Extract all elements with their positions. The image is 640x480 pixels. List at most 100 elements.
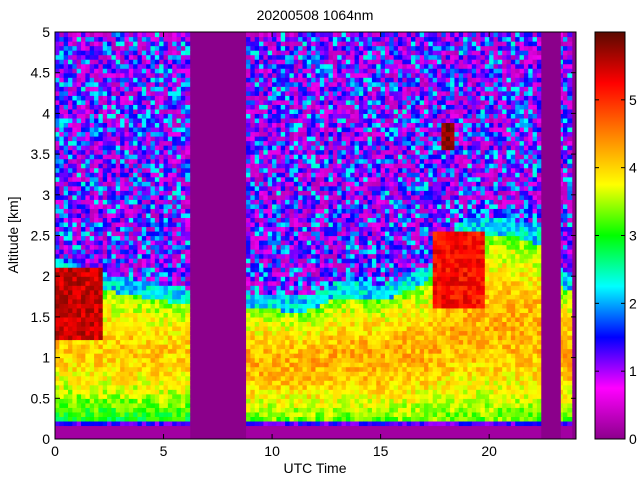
- heatmap-cell: [120, 203, 126, 209]
- heatmap-cell: [280, 298, 286, 304]
- heatmap-cell: [180, 154, 186, 160]
- heatmap-cell: [68, 294, 73, 300]
- heatmap-cell: [146, 181, 152, 187]
- heatmap-cell: [133, 104, 139, 110]
- heatmap-cell: [68, 258, 73, 264]
- heatmap-cell: [55, 434, 60, 439]
- heatmap-cell: [176, 258, 182, 264]
- heatmap-cell: [159, 117, 165, 124]
- heatmap-cell: [102, 154, 108, 160]
- heatmap-cell: [315, 289, 321, 295]
- heatmap-cell: [154, 307, 160, 313]
- heatmap-cell: [94, 271, 100, 277]
- heatmap-cell: [85, 158, 91, 164]
- heatmap-cell: [128, 190, 134, 196]
- heatmap-cell: [172, 339, 178, 345]
- heatmap-cell: [163, 353, 169, 359]
- heatmap-cell: [263, 425, 269, 431]
- heatmap-cell: [259, 393, 264, 399]
- heatmap-cell: [259, 411, 264, 417]
- heatmap-cell: [59, 402, 65, 408]
- heatmap-cell: [332, 321, 338, 327]
- heatmap-cell: [267, 90, 273, 96]
- heatmap-cell: [289, 357, 295, 363]
- heatmap-cell: [293, 145, 299, 151]
- heatmap-cell: [154, 271, 160, 277]
- heatmap-cell: [111, 312, 117, 318]
- heatmap-cell: [246, 325, 251, 332]
- heatmap-cell: [250, 434, 256, 439]
- heatmap-cell: [289, 344, 295, 350]
- heatmap-cell: [154, 389, 160, 395]
- heatmap-cell: [146, 375, 152, 381]
- heatmap-cell: [150, 149, 156, 155]
- heatmap-cell: [98, 36, 104, 42]
- heatmap-cell: [137, 54, 143, 60]
- heatmap-cell: [89, 113, 95, 119]
- heatmap-cell: [63, 86, 69, 92]
- heatmap-cell: [272, 113, 278, 119]
- heatmap-cell: [315, 362, 321, 368]
- heatmap-cell: [133, 45, 139, 51]
- heatmap-cell: [89, 158, 95, 164]
- heatmap-cell: [141, 45, 147, 51]
- heatmap-cell: [250, 407, 256, 413]
- heatmap-cell: [141, 149, 147, 155]
- heatmap-cell: [163, 203, 169, 209]
- heatmap-cell: [128, 172, 134, 178]
- heatmap-cell: [337, 240, 343, 246]
- heatmap-cell: [141, 117, 147, 124]
- heatmap-cell: [311, 389, 317, 395]
- heatmap-cell: [298, 90, 304, 96]
- heatmap-cell: [272, 289, 278, 295]
- heatmap-cell: [63, 36, 69, 42]
- heatmap-cell: [185, 212, 191, 219]
- heatmap-cell: [141, 307, 147, 313]
- heatmap-cell: [98, 375, 104, 381]
- heatmap-cell: [137, 131, 143, 137]
- heatmap-cell: [180, 348, 186, 354]
- heatmap-cell: [259, 276, 264, 282]
- heatmap-cell: [68, 407, 73, 413]
- heatmap-cell: [250, 271, 256, 277]
- heatmap-cell: [107, 181, 113, 187]
- heatmap-cell: [81, 199, 86, 205]
- heatmap-cell: [98, 208, 104, 214]
- heatmap-cell: [98, 163, 104, 169]
- heatmap-cell: [163, 176, 169, 182]
- heatmap-cell: [341, 398, 347, 404]
- heatmap-cell: [141, 294, 147, 300]
- heatmap-cell: [276, 339, 282, 345]
- heatmap-cell: [180, 181, 186, 187]
- heatmap-cell: [111, 420, 117, 427]
- heatmap-cell: [146, 249, 152, 255]
- heatmap-cell: [146, 190, 152, 196]
- heatmap-cell: [98, 312, 104, 318]
- heatmap-cell: [68, 63, 73, 69]
- heatmap-cell: [306, 41, 312, 47]
- heatmap-cell: [180, 429, 186, 436]
- heatmap-cell: [115, 226, 121, 232]
- heatmap-cell: [89, 90, 95, 96]
- heatmap-cell: [345, 117, 351, 124]
- heatmap-cell: [341, 416, 347, 422]
- heatmap-cell: [94, 167, 100, 173]
- heatmap-cell: [328, 63, 334, 69]
- heatmap-cell: [176, 262, 182, 268]
- heatmap-cell: [63, 54, 69, 60]
- heatmap-cell: [55, 411, 60, 417]
- heatmap-cell: [115, 357, 121, 363]
- heatmap-cell: [55, 298, 60, 304]
- heatmap-cell: [332, 330, 338, 336]
- heatmap-cell: [137, 126, 143, 133]
- heatmap-cell: [59, 375, 65, 381]
- heatmap-cell: [98, 348, 104, 354]
- heatmap-cell: [150, 99, 156, 105]
- heatmap-cell: [154, 36, 160, 42]
- heatmap-cell: [120, 258, 126, 264]
- heatmap-cell: [167, 321, 173, 327]
- heatmap-cell: [59, 321, 65, 327]
- heatmap-cell: [293, 190, 299, 196]
- heatmap-cell: [332, 389, 338, 395]
- heatmap-cell: [341, 262, 347, 268]
